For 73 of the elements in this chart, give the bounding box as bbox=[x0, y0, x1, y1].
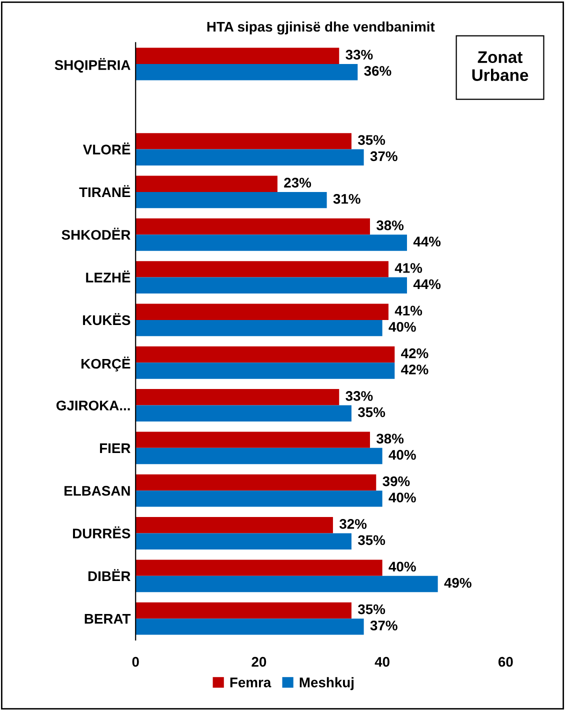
y-tick-label: KORÇË bbox=[82, 356, 130, 372]
y-tick-label: SHKODËR bbox=[62, 228, 130, 240]
data-label: 40% bbox=[388, 450, 416, 460]
bar bbox=[136, 192, 327, 208]
chart-title: HTA sipas gjinisë dhe vendbanimit bbox=[207, 21, 435, 34]
bar bbox=[136, 560, 382, 576]
bar bbox=[136, 448, 382, 464]
data-label: 35% bbox=[358, 535, 386, 546]
bar bbox=[136, 576, 438, 592]
x-tick-label: 60 bbox=[498, 656, 513, 667]
data-label: 49% bbox=[444, 578, 472, 588]
bar bbox=[136, 176, 278, 192]
y-tick-label: TIRANË bbox=[79, 185, 130, 198]
data-label: 44% bbox=[413, 236, 441, 246]
x-tick-label: 0 bbox=[132, 656, 139, 667]
bar bbox=[136, 618, 364, 635]
data-label: 39% bbox=[382, 476, 410, 486]
data-label: 35% bbox=[358, 604, 386, 614]
bar bbox=[136, 218, 370, 235]
data-label: 38% bbox=[376, 220, 404, 230]
y-tick-label: GJIROKA... bbox=[56, 400, 130, 410]
y-tick-label: BERAT bbox=[84, 614, 131, 624]
y-tick-label: SHQIPËRIA bbox=[54, 58, 130, 73]
bar bbox=[136, 517, 333, 534]
y-tick-label: LEZHË bbox=[86, 270, 130, 282]
data-label: 44% bbox=[413, 279, 441, 290]
bar bbox=[136, 389, 340, 406]
y-tick-label: DURRËS bbox=[73, 526, 130, 538]
y-tick-label: FIER bbox=[100, 443, 130, 453]
data-label: 40% bbox=[388, 562, 416, 572]
data-label: 40% bbox=[388, 492, 416, 502]
data-label: 36% bbox=[364, 66, 392, 76]
bar bbox=[136, 133, 352, 150]
bar bbox=[136, 432, 370, 448]
x-tick-label: 40 bbox=[374, 656, 390, 667]
data-label: 35% bbox=[358, 135, 386, 145]
bar bbox=[136, 48, 340, 64]
bar bbox=[136, 304, 388, 320]
data-label: 42% bbox=[401, 364, 428, 374]
annotation: Zonat Urbane bbox=[472, 51, 528, 81]
data-label: 37% bbox=[370, 620, 398, 630]
data-label: 23% bbox=[284, 178, 312, 188]
bar bbox=[136, 277, 407, 294]
data-label: 41% bbox=[394, 306, 422, 316]
data-label: 32% bbox=[339, 519, 367, 529]
data-label: 33% bbox=[346, 391, 373, 401]
y-tick-label: DIBËR bbox=[88, 569, 130, 581]
bar bbox=[136, 261, 388, 278]
bar bbox=[136, 533, 352, 550]
bar bbox=[136, 64, 358, 80]
data-label: 33% bbox=[346, 50, 373, 60]
y-tick-label: KUKËS bbox=[83, 313, 130, 326]
bar bbox=[136, 149, 364, 166]
data-label: 42% bbox=[401, 348, 428, 358]
x-tick-label: 20 bbox=[252, 656, 266, 667]
bar bbox=[136, 490, 382, 507]
bar bbox=[136, 474, 376, 491]
bar bbox=[136, 405, 352, 422]
legend-label: Femra bbox=[230, 678, 272, 688]
data-label: 31% bbox=[333, 194, 360, 204]
data-label: 41% bbox=[394, 263, 422, 273]
y-tick-label: ELBASAN bbox=[64, 486, 130, 496]
bar bbox=[136, 320, 382, 336]
legend-label: Meshkuj bbox=[300, 677, 354, 690]
bar bbox=[136, 234, 407, 251]
y-tick-label: VLORË bbox=[82, 142, 130, 154]
bar bbox=[136, 362, 395, 379]
data-label: 37% bbox=[370, 151, 398, 162]
data-label: 38% bbox=[376, 434, 404, 444]
data-label: 40% bbox=[388, 322, 416, 332]
bar bbox=[136, 346, 395, 363]
bar bbox=[136, 602, 352, 619]
data-label: 35% bbox=[358, 407, 386, 418]
